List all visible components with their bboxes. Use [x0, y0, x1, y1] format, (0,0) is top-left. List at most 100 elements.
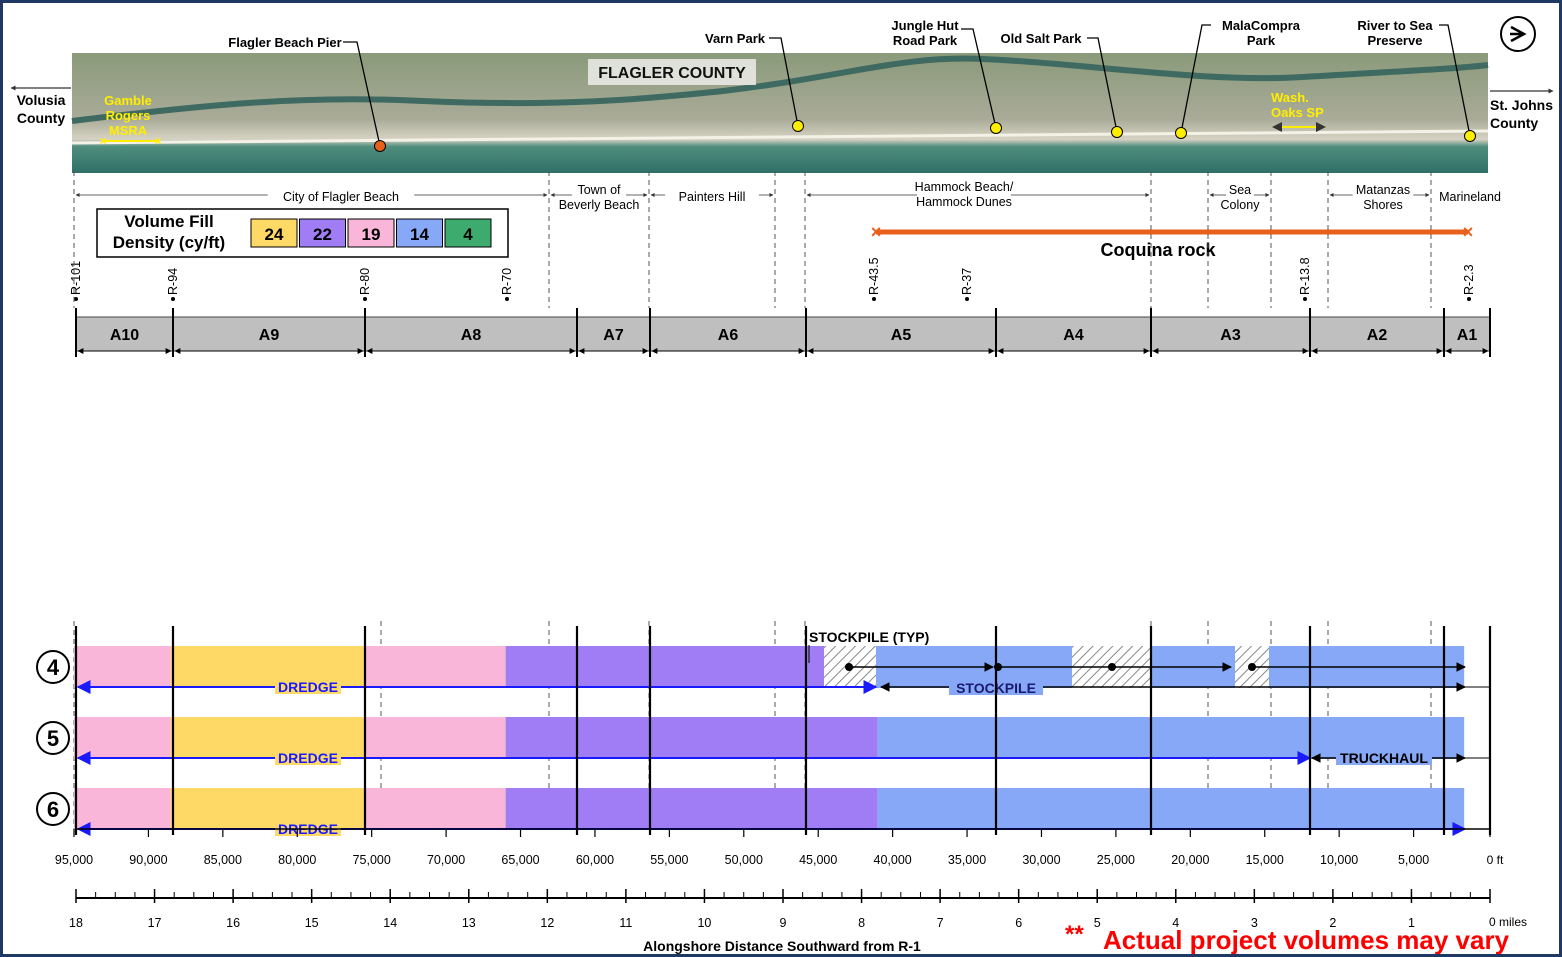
location-dot-icon [1464, 130, 1476, 142]
callout-label: Jungle Hut [891, 18, 959, 33]
legend-value: 4 [463, 225, 473, 244]
callout-leader [343, 41, 381, 147]
ft-axis-unit: 0 ft [1487, 853, 1504, 867]
fill-density-band [74, 717, 171, 759]
legend-swatch [299, 218, 346, 248]
mile-axis-tick-label: 15 [305, 916, 319, 930]
gamble-rogers-label: MSRA [109, 123, 148, 138]
fill-density-band [505, 646, 826, 688]
alternative-badge [36, 721, 70, 755]
mile-axis-tick-label: 16 [226, 916, 240, 930]
segment-label: A7 [603, 327, 624, 344]
segment-label: A2 [1367, 327, 1388, 344]
mile-axis-tick-label: 4 [1172, 916, 1179, 930]
fill-density-band [505, 717, 878, 759]
ft-axis-tick-label: 20,000 [1171, 853, 1209, 867]
ft-axis-tick-label: 60,000 [576, 853, 614, 867]
x-mark-icon: × [154, 134, 161, 148]
location-dot-icon [374, 140, 386, 152]
dredge-label-bg [275, 750, 341, 765]
segment-label: A9 [259, 327, 280, 344]
mile-axis-tick-label: 8 [858, 916, 865, 930]
segment-label: A6 [718, 327, 739, 344]
mile-axis-tick-label: 11 [619, 916, 632, 930]
ft-axis-tick-label: 75,000 [353, 853, 391, 867]
r-marker-label: R-80 [358, 268, 372, 295]
shoreline [71, 129, 1489, 145]
community-label: Hammock Dunes [916, 195, 1012, 209]
community-label: Matanzas [1356, 183, 1410, 197]
volusia-county-label: Volusia [17, 92, 66, 108]
r-marker-dot [872, 297, 876, 301]
wash-oaks-label: Wash. [1271, 90, 1309, 105]
ft-axis-tick-label: 70,000 [427, 853, 465, 867]
callout-leader [1180, 24, 1211, 134]
segment-label: A5 [891, 327, 912, 344]
fill-density-band [877, 788, 1465, 830]
ft-axis-tick-label: 40,000 [874, 853, 912, 867]
legend-title: Volume Fill [124, 212, 213, 231]
r-marker-label: R-94 [166, 268, 180, 295]
community-label-bg [267, 189, 415, 203]
stockpile-source-dot [1108, 663, 1116, 671]
mile-axis-tick-label: 3 [1251, 916, 1258, 930]
community-label-bg [913, 179, 1015, 193]
beach-fill-diagram: FLAGLER COUNTY Volusia County St. Johns Cou… [10, 16, 1554, 954]
r-marker-dot [171, 297, 175, 301]
mile-axis-tick-label: 18 [69, 916, 83, 930]
community-label: Beverly Beach [559, 198, 640, 212]
r-marker-dot [505, 297, 509, 301]
alternative-badge [36, 650, 70, 684]
dredge-label: DREDGE [278, 750, 338, 766]
segment-label: A3 [1220, 327, 1241, 344]
callout-label: MalaCompra [1222, 18, 1301, 33]
alternative-number: 4 [47, 655, 60, 680]
alternative-number: 5 [47, 726, 59, 751]
ft-axis-tick-label: 5,000 [1398, 853, 1429, 867]
note-asterisks: ** [1065, 921, 1084, 948]
x-mark-icon: × [1463, 222, 1474, 242]
community-label-bg [552, 197, 646, 211]
community-label-bg [1216, 197, 1264, 211]
r-marker-dot [1467, 297, 1471, 301]
legend-value: 24 [265, 225, 284, 244]
mile-axis-tick-label: 7 [937, 916, 944, 930]
truckhaul-label-bg [1336, 749, 1432, 765]
coquina-rock-label: Coquina rock [1100, 240, 1216, 260]
fill-density-band [364, 788, 506, 830]
mile-axis-tick-label: 9 [780, 916, 787, 930]
callout-label: Road Park [893, 33, 958, 48]
community-label: City of Flagler Beach [283, 190, 399, 204]
stjohns-county-label: County [1490, 115, 1538, 131]
ft-axis-tick-label: 55,000 [650, 853, 688, 867]
county-label-box [588, 59, 756, 85]
fill-density-band [364, 717, 506, 759]
stjohns-county-label: St. Johns [1490, 97, 1553, 113]
legend-swatch [396, 218, 443, 248]
community-label: Hammock Beach/ [915, 180, 1014, 194]
r-marker-dot [965, 297, 969, 301]
ft-axis-tick-label: 45,000 [799, 853, 837, 867]
dredge-label: DREDGE [278, 679, 338, 695]
callout-label: Preserve [1368, 33, 1423, 48]
aerial-map: FLAGLER COUNTY [71, 53, 1489, 173]
gamble-rogers-label: Gamble [104, 93, 152, 108]
volume-legend: Volume Fill Density (cy/ft) 24 22 19 14 4 [96, 208, 509, 258]
fill-density-band [364, 646, 506, 688]
arrow-right-glyph [1510, 25, 1527, 43]
truckhaul-label: TRUCKHAUL [1340, 750, 1428, 766]
community-label: Shores [1363, 198, 1403, 212]
community-label-bg [571, 182, 627, 196]
community-label-bg [665, 189, 759, 203]
disclaimer-note: Actual project volumes may vary [1103, 925, 1510, 954]
r-marker-label: R-43.5 [867, 257, 881, 295]
community-label-bg [917, 194, 1011, 208]
location-dot-icon [1175, 127, 1187, 139]
ft-axis-tick-label: 15,000 [1246, 853, 1284, 867]
wash-oaks-label: Oaks SP [1271, 105, 1324, 120]
r-marker-label: R-13.8 [1298, 257, 1312, 295]
location-dot-icon [1111, 126, 1123, 138]
mile-axis-title: Alongshore Distance Southward from R-1 [643, 938, 921, 954]
legend-title: Density (cy/ft) [113, 233, 225, 252]
